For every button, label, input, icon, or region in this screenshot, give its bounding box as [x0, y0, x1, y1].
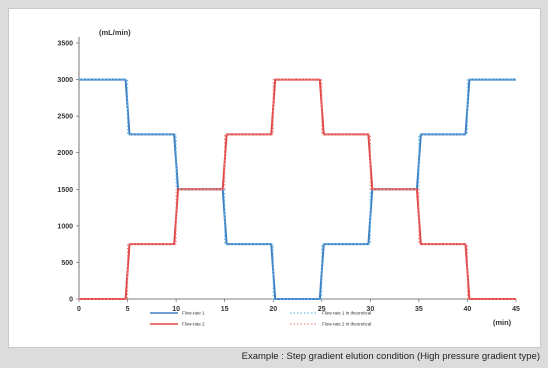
x-tick-label: 30 [366, 306, 374, 313]
y-tick-label: 3000 [57, 77, 73, 84]
x-axis-label: (min) [493, 318, 512, 327]
series-line-4 [79, 78, 516, 300]
y-tick-label: 1000 [57, 223, 73, 230]
series-line-1 [79, 78, 516, 300]
y-tick-label: 3500 [57, 41, 73, 48]
y-axis-label: (mL/min) [99, 28, 131, 37]
x-tick-label: 35 [415, 306, 423, 313]
legend-label: Flow-rate 1 [182, 311, 205, 316]
x-tick-label: 15 [221, 306, 229, 313]
y-tick-label: 2000 [57, 150, 73, 157]
x-tick-label: 10 [172, 306, 180, 313]
y-tick-label: 0 [69, 297, 73, 304]
y-tick-label: 1500 [57, 187, 73, 194]
chart-legend: Flow-rate 1 Flow-rate 2 Flow-rate 1 in the… [150, 311, 371, 327]
x-tick-label: 20 [269, 306, 277, 313]
y-tick-label: 500 [61, 260, 73, 267]
y-tick-label: 2500 [57, 114, 73, 121]
x-tick-label: 25 [318, 306, 326, 313]
series-line-3 [79, 78, 516, 300]
x-tick-label: 0 [77, 306, 81, 313]
x-tick-label: 5 [126, 306, 130, 313]
series-line-2 [79, 78, 516, 300]
legend-label: Flow-rate 2 [182, 322, 205, 327]
legend-label: Flow-rate 2 in theoretical [322, 322, 371, 327]
legend-label: Flow-rate 1 in theoretical [322, 311, 371, 316]
x-tick-label: 45 [512, 306, 520, 313]
figure-caption: Example : Step gradient elution conditio… [241, 351, 540, 362]
x-tick-label: 40 [464, 306, 472, 313]
